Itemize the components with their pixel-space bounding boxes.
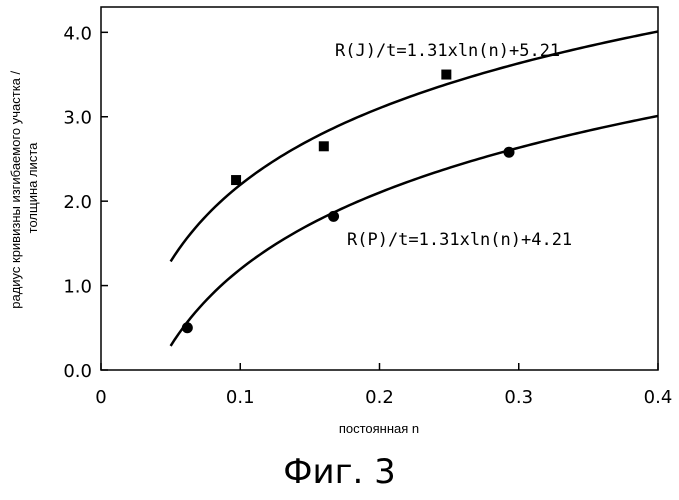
annotation-p: R(P)/t=1.31xln(n)+4.21 <box>347 230 572 250</box>
y-tick-label: 3.0 <box>63 108 92 129</box>
y-axis-label: радиус кривизны изгибаемого участка / то… <box>8 67 40 309</box>
square-marker <box>231 175 241 185</box>
figure-caption: Фиг. 3 <box>0 452 679 492</box>
fit-curve-1 <box>171 32 658 262</box>
x-tick-label: 0.3 <box>504 387 533 408</box>
square-marker <box>441 70 451 80</box>
circle-marker <box>504 147 515 158</box>
annotation-j: R(J)/t=1.31xln(n)+5.21 <box>335 41 560 61</box>
y-axis-label-line-2: толщина листа <box>25 142 40 233</box>
y-tick-label: 2.0 <box>63 192 92 213</box>
circle-marker <box>182 322 193 333</box>
circle-marker <box>328 211 339 222</box>
x-tick-label: 0.4 <box>644 387 673 408</box>
y-tick-label: 1.0 <box>63 277 92 298</box>
square-marker <box>319 141 329 151</box>
data-markers <box>182 70 515 334</box>
x-axis-label: постоянная n <box>339 421 419 436</box>
fit-curves <box>171 32 658 346</box>
x-tick-label: 0 <box>95 387 106 408</box>
y-axis-label-line-1: радиус кривизны изгибаемого участка / <box>8 70 23 308</box>
y-tick-label: 0.0 <box>63 361 92 382</box>
x-tick-label: 0.1 <box>226 387 255 408</box>
x-tick-label: 0.2 <box>365 387 394 408</box>
y-tick-label: 4.0 <box>63 23 92 44</box>
chart: 0 0.1 0.2 0.3 0.4 0.0 1.0 2.0 3.0 4.0 R(J)/t=1.31… <box>0 0 679 440</box>
plot-area <box>101 7 658 370</box>
axis-ticks: 0 0.1 0.2 0.3 0.4 0.0 1.0 2.0 3.0 4.0 <box>63 23 672 408</box>
